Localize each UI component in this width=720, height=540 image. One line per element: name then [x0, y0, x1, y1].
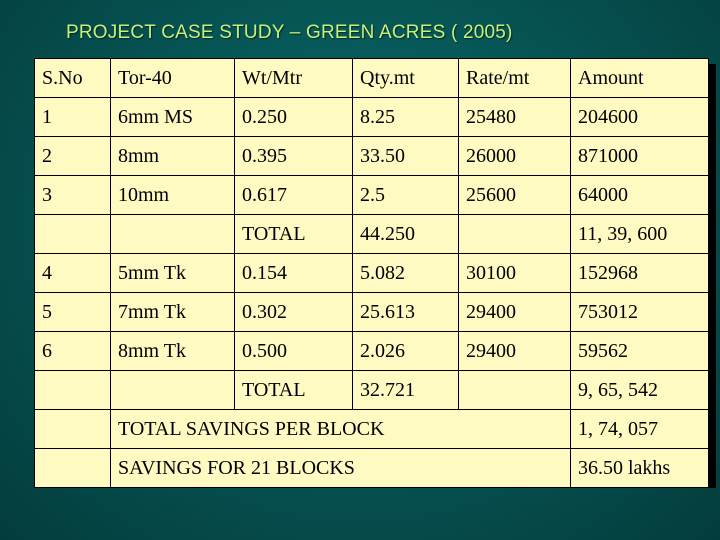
- subtotal-qty: 44.250: [352, 214, 459, 254]
- cell-rate: 25480: [458, 97, 571, 137]
- cell-qty: 2.026: [352, 331, 459, 371]
- cell-amount: 753012: [570, 292, 709, 332]
- cell-rate: 29400: [458, 292, 571, 332]
- table-row: 5 7mm Tk 0.302 25.613 29400 753012: [34, 292, 709, 332]
- col-header-wt: Wt/Mtr: [234, 58, 353, 98]
- cell-rate: 26000: [458, 136, 571, 176]
- cell-qty: 5.082: [352, 253, 459, 293]
- cell-sno: 6: [34, 331, 111, 371]
- col-header-rate: Rate/mt: [458, 58, 571, 98]
- header-row: S.No Tor-40 Wt/Mtr Qty.mt Rate/mt Amount: [34, 58, 709, 98]
- cell-empty: [34, 214, 111, 254]
- slide-title: PROJECT CASE STUDY – GREEN ACRES ( 2005): [66, 22, 513, 43]
- cell-tor: 7mm Tk: [110, 292, 235, 332]
- col-header-sno: S.No: [34, 58, 111, 98]
- cell-amount: 152968: [570, 253, 709, 293]
- table-row: 4 5mm Tk 0.154 5.082 30100 152968: [34, 253, 709, 293]
- table-row: 6 8mm Tk 0.500 2.026 29400 59562: [34, 331, 709, 371]
- subtotal-qty: 32.721: [352, 370, 459, 410]
- cell-sno: 3: [34, 175, 111, 215]
- cell-amount: 59562: [570, 331, 709, 371]
- cell-wt: 0.395: [234, 136, 353, 176]
- cell-wt: 0.250: [234, 97, 353, 137]
- cell-empty: [458, 370, 571, 410]
- cell-tor: 6mm MS: [110, 97, 235, 137]
- cell-amount: 871000: [570, 136, 709, 176]
- cell-qty: 2.5: [352, 175, 459, 215]
- cell-empty: [34, 409, 111, 449]
- subtotal-amount: 11, 39, 600: [570, 214, 709, 254]
- cell-empty: [110, 370, 235, 410]
- col-header-qty: Qty.mt: [352, 58, 459, 98]
- savings-per-block-row: TOTAL SAVINGS PER BLOCK 1, 74, 057: [34, 409, 709, 449]
- savings-table: S.No Tor-40 Wt/Mtr Qty.mt Rate/mt Amount…: [34, 58, 709, 488]
- savings-21-blocks-label: SAVINGS FOR 21 BLOCKS: [110, 448, 571, 488]
- cell-wt: 0.617: [234, 175, 353, 215]
- cell-rate: 25600: [458, 175, 571, 215]
- cell-sno: 5: [34, 292, 111, 332]
- col-header-tor: Tor-40: [110, 58, 235, 98]
- cell-tor: 8mm Tk: [110, 331, 235, 371]
- cell-wt: 0.154: [234, 253, 353, 293]
- cell-empty: [34, 370, 111, 410]
- cell-wt: 0.500: [234, 331, 353, 371]
- cell-rate: 30100: [458, 253, 571, 293]
- subtotal-amount: 9, 65, 542: [570, 370, 709, 410]
- cell-rate: 29400: [458, 331, 571, 371]
- cell-qty: 25.613: [352, 292, 459, 332]
- subtotal-row: TOTAL 32.721 9, 65, 542: [34, 370, 709, 410]
- cell-tor: 5mm Tk: [110, 253, 235, 293]
- cell-qty: 33.50: [352, 136, 459, 176]
- subtotal-label: TOTAL: [234, 370, 353, 410]
- subtotal-row: TOTAL 44.250 11, 39, 600: [34, 214, 709, 254]
- cell-wt: 0.302: [234, 292, 353, 332]
- cell-tor: 8mm: [110, 136, 235, 176]
- savings-21-blocks-row: SAVINGS FOR 21 BLOCKS 36.50 lakhs: [34, 448, 709, 488]
- table-row: 1 6mm MS 0.250 8.25 25480 204600: [34, 97, 709, 137]
- cell-amount: 64000: [570, 175, 709, 215]
- cell-qty: 8.25: [352, 97, 459, 137]
- subtotal-label: TOTAL: [234, 214, 353, 254]
- cell-sno: 2: [34, 136, 111, 176]
- savings-per-block-label: TOTAL SAVINGS PER BLOCK: [110, 409, 571, 449]
- savings-21-blocks-value: 36.50 lakhs: [570, 448, 709, 488]
- cell-sno: 4: [34, 253, 111, 293]
- cell-tor: 10mm: [110, 175, 235, 215]
- col-header-amount: Amount: [570, 58, 709, 98]
- cell-empty: [34, 448, 111, 488]
- cell-amount: 204600: [570, 97, 709, 137]
- table-row: 2 8mm 0.395 33.50 26000 871000: [34, 136, 709, 176]
- cell-empty: [458, 214, 571, 254]
- cell-empty: [110, 214, 235, 254]
- table-row: 3 10mm 0.617 2.5 25600 64000: [34, 175, 709, 215]
- savings-per-block-value: 1, 74, 057: [570, 409, 709, 449]
- cell-sno: 1: [34, 97, 111, 137]
